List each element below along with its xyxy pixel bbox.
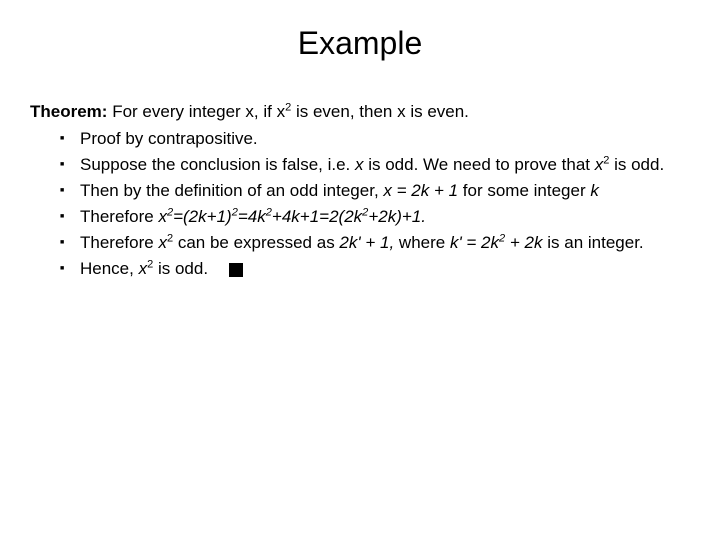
page-title: Example xyxy=(30,25,690,62)
proof-item: Hence, x2 is odd. xyxy=(60,258,690,280)
proof-item: Suppose the conclusion is false, i.e. x … xyxy=(60,154,690,176)
theorem-text-after: is even, then x is even. xyxy=(291,102,469,121)
proof-list: Proof by contrapositive. Suppose the con… xyxy=(30,128,690,281)
proof-item: Therefore x2=(2k+1)2=4k2+4k+1=2(2k2+2k)+… xyxy=(60,206,690,228)
proof-item: Then by the definition of an odd integer… xyxy=(60,180,690,202)
qed-symbol xyxy=(229,263,243,277)
proof-item: Therefore x2 can be expressed as 2k' + 1… xyxy=(60,232,690,254)
proof-item: Proof by contrapositive. xyxy=(60,128,690,150)
theorem-text-before: For every integer x, if x xyxy=(107,102,285,121)
theorem-statement: Theorem: For every integer x, if x2 is e… xyxy=(30,102,690,122)
theorem-label: Theorem: xyxy=(30,102,107,121)
